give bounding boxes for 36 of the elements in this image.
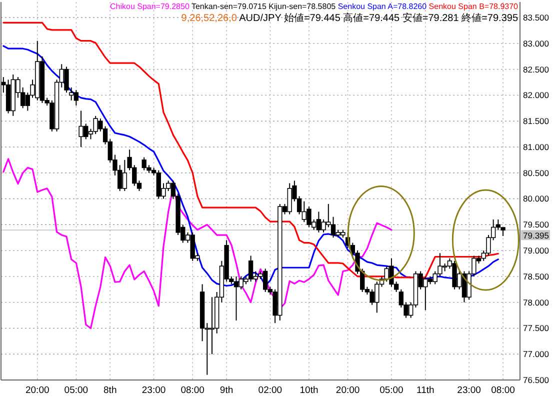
- y-tick-label: 81.500: [523, 116, 550, 126]
- y-tick-label: 82.500: [523, 64, 550, 74]
- y-tick-label: 77.000: [523, 349, 550, 360]
- x-tick-label: 02:00: [258, 385, 282, 396]
- annotation: AUD/JPY 始値=79.445 高値=79.445 安値=79.281 終値=79.395: [236, 12, 518, 24]
- ref-line-label: 79.395: [523, 230, 550, 241]
- annotation: 9,26,52,26,0: [181, 13, 238, 24]
- x-tick-label: 11th: [416, 385, 434, 396]
- y-tick-label: 76.500: [523, 374, 550, 385]
- y-tick-label: 83.500: [523, 12, 550, 23]
- y-tick-label: 79.000: [523, 246, 550, 256]
- x-tick-label: 23:00: [457, 385, 481, 396]
- y-tick-label: 80.500: [523, 168, 550, 178]
- x-tick-label: 8th: [104, 385, 117, 396]
- annotation: Kijun-sen=78.5805: [266, 2, 336, 11]
- y-tick-label: 78.500: [523, 271, 550, 282]
- annotation: Tenkan-sen=79.0715: [189, 2, 267, 11]
- x-tick-label: 23:00: [142, 385, 166, 396]
- x-tick-label: 9th: [220, 385, 234, 396]
- text: Senkou Span A=78.8260: [336, 2, 428, 11]
- x-tick-label: 10th: [300, 385, 318, 396]
- y-tick-label: 78.000: [523, 297, 550, 308]
- text: Chikou Span=79.2850: [110, 2, 190, 11]
- y-tick-label: 80.000: [523, 194, 550, 204]
- text: Senkou Span B=78.9370: [426, 2, 519, 11]
- x-tick-label: 20:00: [25, 385, 50, 396]
- y-tick-label: 83.000: [523, 38, 550, 48]
- x-tick-label: 08:00: [491, 385, 515, 396]
- y-tick-label: 79.500: [523, 220, 550, 230]
- y-tick-label: 81.000: [523, 142, 550, 152]
- x-tick-label: 05:00: [64, 385, 88, 396]
- y-tick-label: 82.000: [523, 90, 550, 100]
- x-tick-label: 20:00: [336, 385, 360, 396]
- y-tick-label: 77.500: [523, 323, 550, 334]
- x-tick-label: 08:00: [180, 385, 204, 396]
- x-tick-label: 05:00: [380, 385, 404, 396]
